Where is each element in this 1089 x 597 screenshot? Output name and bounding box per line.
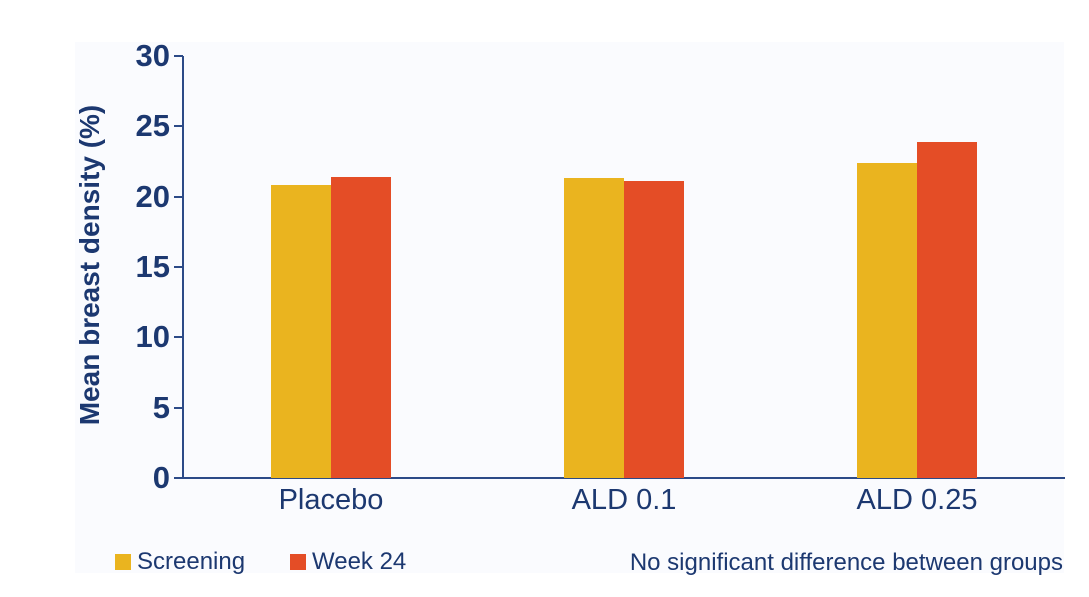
y-axis-tick-label: 10: [135, 319, 170, 355]
x-axis-label-ald-0-25: ALD 0.25: [856, 484, 978, 516]
y-axis-tick-label: 25: [135, 108, 170, 144]
x-axis-label-placebo: Placebo: [278, 484, 384, 516]
bar-screening-placebo: [271, 185, 331, 478]
y-axis-tick-label: 0: [152, 460, 170, 495]
legend-label-screening: Screening: [137, 548, 246, 575]
legend-swatch-screening: [115, 554, 131, 570]
y-axis-tick: [174, 406, 183, 409]
y-axis-tick-label: 20: [135, 178, 170, 214]
x-axis-label-ald-0-1: ALD 0.1: [571, 484, 677, 516]
y-axis-tick-label: 30: [135, 38, 170, 73]
legend-item-week-24: Week 24: [290, 548, 406, 576]
y-axis-tick: [174, 336, 183, 339]
annotation-text: No significant difference between groups: [629, 549, 1063, 576]
y-axis-tick: [174, 125, 183, 128]
bar-week-24-ald-0-25: [917, 141, 977, 478]
legend-item-screening: Screening: [115, 548, 245, 576]
legend-label-week-24: Week 24: [312, 548, 407, 575]
y-axis-tick: [174, 266, 183, 268]
x-axis-line: [182, 477, 1065, 479]
bar-screening-ald-0-25: [857, 162, 917, 478]
y-axis-tick-label: 15: [135, 249, 170, 284]
bar-screening-ald-0-1: [564, 178, 624, 478]
y-axis-tick-label: 5: [152, 389, 170, 425]
y-axis-line: [182, 56, 184, 479]
y-axis-tick: [174, 55, 183, 57]
y-axis-tick: [174, 195, 183, 198]
legend-swatch-week-24: [290, 554, 306, 570]
y-axis-tick: [174, 477, 183, 479]
bar-week-24-placebo: [331, 176, 391, 478]
bar-week-24-ald-0-1: [624, 181, 684, 478]
